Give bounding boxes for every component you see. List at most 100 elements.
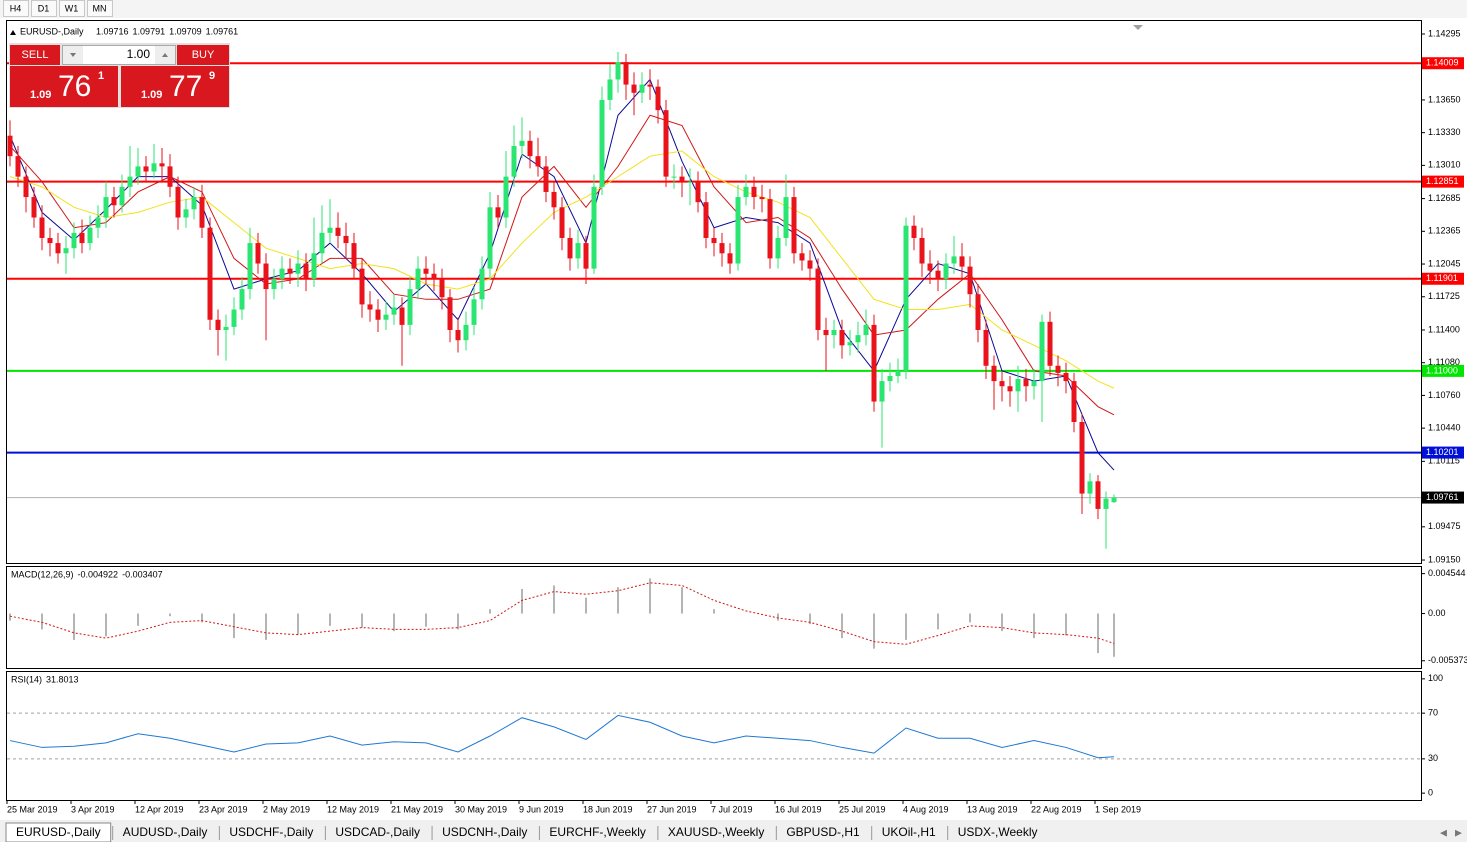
sell-label[interactable]: SELL [22, 49, 49, 61]
candle-body [887, 375, 893, 382]
candle-body [863, 324, 869, 336]
macd-panel [6, 566, 1422, 669]
candle-body [735, 197, 741, 264]
y-tick-label: 1.10440 [1428, 423, 1461, 433]
tab[interactable] [539, 823, 656, 842]
main-panel [6, 20, 1422, 564]
candle-body [943, 263, 949, 279]
tab-scroll-left[interactable]: ◀ [1440, 827, 1447, 837]
tab[interactable] [657, 823, 775, 842]
candle-body [991, 365, 997, 382]
tab[interactable] [325, 823, 431, 842]
timeframe-button[interactable] [59, 0, 85, 17]
volume-value[interactable]: 1.00 [127, 47, 151, 61]
level-tag [1422, 272, 1464, 285]
candle-body [535, 156, 541, 167]
bid-box[interactable] [10, 66, 118, 107]
tab[interactable] [776, 823, 870, 842]
candle-body [103, 197, 109, 218]
timeframe-button[interactable] [31, 0, 57, 17]
candle-body [191, 197, 197, 210]
ask-fraction[interactable]: 9 [209, 70, 215, 82]
level-label: 1.11000 [1426, 365, 1458, 375]
x-tick-label: 2 May 2019 [263, 804, 310, 814]
tab[interactable] [947, 823, 1048, 842]
candle-body [1015, 379, 1021, 392]
candle-body [47, 237, 53, 244]
candle-body [399, 307, 405, 325]
candle-body [295, 263, 301, 274]
ask-pips[interactable]: 77 [169, 70, 202, 103]
timeframe-label[interactable]: W1 [65, 3, 79, 13]
candle-body [775, 237, 781, 259]
tab-label[interactable]: USDCAD-,Daily [335, 825, 420, 839]
candle-body [831, 329, 837, 336]
x-tick-label: 25 Jul 2019 [839, 804, 886, 814]
candle-body [703, 202, 709, 238]
tab[interactable] [219, 823, 324, 842]
level-label: 1.12851 [1426, 176, 1459, 186]
x-tick-label: 13 Aug 2019 [967, 804, 1018, 814]
candle-body [847, 342, 853, 346]
moving-average [9, 78, 1115, 471]
level-tag [1422, 175, 1464, 188]
y-tick-label: 1.11400 [1428, 324, 1460, 334]
candle-body [663, 110, 669, 177]
timeframe-label[interactable]: H4 [10, 3, 22, 13]
tab-label[interactable]: UKOil-,H1 [882, 825, 936, 839]
candle-body [1079, 422, 1085, 494]
buy-label[interactable]: BUY [192, 49, 215, 61]
tab[interactable] [112, 823, 218, 842]
tab-label[interactable]: EURCHF-,Weekly [549, 825, 645, 839]
shift-marker [1133, 25, 1143, 30]
ask-big[interactable]: 1.09 [141, 89, 162, 101]
rsi-panel [6, 671, 1422, 801]
y-tick-label: 30 [1428, 753, 1438, 763]
tab-label[interactable]: USDCHF-,Daily [229, 825, 313, 839]
tab[interactable] [432, 823, 538, 842]
timeframe-button[interactable] [87, 0, 113, 17]
x-tick-label: 1 Sep 2019 [1095, 804, 1141, 814]
candle-body [519, 140, 525, 146]
rsi-line [9, 714, 1115, 759]
bid-pips[interactable]: 76 [58, 70, 91, 103]
bid-fraction[interactable]: 1 [98, 70, 104, 82]
tab-label[interactable]: USDCNH-,Daily [442, 825, 527, 839]
tab-label[interactable]: USDX-,Weekly [958, 825, 1038, 839]
timeframe-label[interactable]: D1 [38, 3, 50, 13]
tab-label[interactable]: XAUUSD-,Weekly [668, 825, 764, 839]
timeframe-label[interactable]: MN [93, 3, 107, 13]
buy-button[interactable] [177, 45, 229, 65]
candle-body [751, 186, 757, 198]
candle-body [799, 253, 805, 261]
rsi-value: 31.8013 [46, 674, 79, 684]
candle-body [455, 329, 461, 341]
candle-body [815, 268, 821, 330]
tab-label[interactable]: EURUSD-,Daily [16, 825, 101, 839]
candle-body [391, 307, 397, 315]
level-label: 1.11901 [1426, 273, 1458, 283]
candle-body [727, 253, 733, 264]
bid-big[interactable]: 1.09 [30, 89, 51, 101]
tab[interactable] [871, 823, 946, 842]
timeframe-button[interactable] [3, 0, 29, 17]
tab-label[interactable]: GBPUSD-,H1 [786, 825, 860, 839]
candle-body [527, 140, 533, 157]
y-tick-label: 1.09150 [1428, 554, 1461, 564]
candle-body [559, 207, 565, 238]
ask-box[interactable] [121, 66, 229, 107]
candle-body [807, 260, 813, 269]
candle-body [39, 217, 45, 238]
candle-body [567, 237, 573, 259]
candle-body [783, 197, 789, 238]
x-tick-label: 30 May 2019 [455, 804, 507, 814]
candle-body [895, 370, 901, 376]
sell-button[interactable] [10, 45, 60, 65]
candle-body [1055, 365, 1061, 373]
candle-body [23, 176, 29, 198]
tab-label[interactable]: AUDUSD-,Daily [123, 825, 208, 839]
tab-scroll-right[interactable]: ▶ [1455, 827, 1462, 837]
volume-input[interactable] [62, 45, 176, 65]
tab[interactable] [5, 822, 112, 842]
